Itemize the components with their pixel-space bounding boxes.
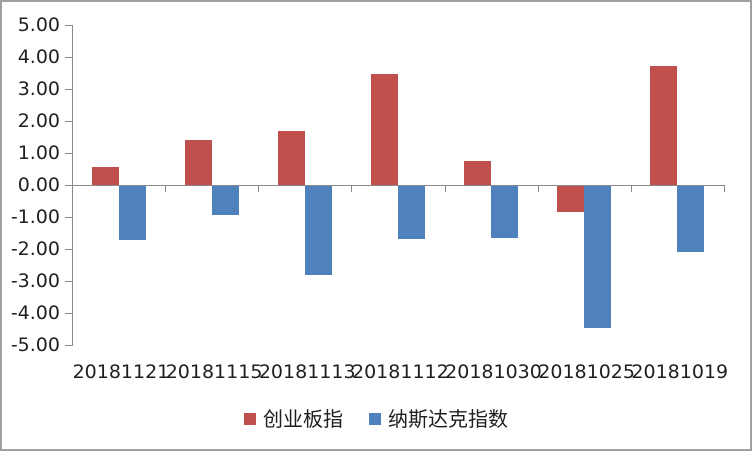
bar-series2-20181019 xyxy=(677,186,705,252)
y-axis-tick-label: 4.00 xyxy=(17,46,60,68)
legend-swatch-icon xyxy=(369,413,381,425)
y-axis-tick xyxy=(65,24,72,26)
x-axis-tick xyxy=(351,185,353,192)
bar-series1-20181030 xyxy=(464,161,492,185)
y-axis-tick xyxy=(65,280,72,282)
bar-series1-20181113 xyxy=(277,130,305,185)
y-axis-tick-label: -5.00 xyxy=(10,334,60,356)
bar-series2-20181025 xyxy=(584,186,612,328)
y-axis-tick-label: 5.00 xyxy=(17,14,60,36)
y-axis-tick-label: 2.00 xyxy=(17,110,60,132)
legend-series-label: 创业板指 xyxy=(263,407,343,431)
legend-series-label: 纳斯达克指数 xyxy=(388,407,508,431)
bar-series2-20181113 xyxy=(304,186,332,275)
bar-series1-20181019 xyxy=(650,65,678,185)
y-axis-tick-label: -4.00 xyxy=(10,302,60,324)
bar-series1-20181115 xyxy=(184,140,212,185)
y-axis-tick-label: -1.00 xyxy=(10,206,60,228)
x-axis-tick xyxy=(444,185,446,192)
y-axis-tick xyxy=(65,152,72,154)
bar-series1-20181112 xyxy=(371,73,398,185)
x-axis-category-label: 20181115 xyxy=(165,361,263,383)
y-axis-tick xyxy=(65,56,72,58)
bar-series2-20181112 xyxy=(398,186,425,239)
x-axis-category-label: 20181030 xyxy=(445,361,542,383)
legend-item-series1: 创业板指 xyxy=(244,407,343,431)
y-axis-tick xyxy=(65,344,72,346)
x-axis-tick xyxy=(630,185,632,192)
y-axis-tick-label: -2.00 xyxy=(10,238,60,260)
x-axis-category-label: 20181019 xyxy=(631,361,729,383)
x-axis-tick xyxy=(72,185,73,192)
bar-series1-20181025 xyxy=(557,186,585,212)
y-axis-tick xyxy=(65,184,72,186)
x-axis-category-label: 20181025 xyxy=(538,361,635,383)
legend-swatch-icon xyxy=(244,413,256,425)
bar-series2-20181121 xyxy=(118,186,146,241)
y-axis-tick xyxy=(65,216,72,218)
x-axis-tick xyxy=(724,185,725,192)
bar-series1-20181121 xyxy=(91,167,119,185)
y-axis-tick-label: 3.00 xyxy=(17,78,60,100)
y-axis-tick-label: 1.00 xyxy=(17,142,60,164)
y-axis-tick xyxy=(65,120,72,122)
x-axis-category-label: 20181113 xyxy=(258,361,356,383)
x-axis-zero-line xyxy=(72,184,725,186)
x-axis-tick xyxy=(258,185,260,192)
y-axis-tick xyxy=(65,312,72,314)
bar-series2-20181115 xyxy=(211,186,239,215)
x-axis-tick xyxy=(537,185,539,192)
legend-item-series2: 纳斯达克指数 xyxy=(369,407,508,431)
bar-series2-20181030 xyxy=(491,186,519,239)
y-axis-tick xyxy=(65,88,72,90)
y-axis-tick xyxy=(65,248,72,250)
x-axis-category-label: 20181121 xyxy=(72,361,170,383)
x-axis-category-label: 20181112 xyxy=(352,361,449,383)
x-axis-tick xyxy=(165,185,167,192)
legend: 创业板指 纳斯达克指数 xyxy=(2,405,750,433)
y-axis-tick-label: 0.00 xyxy=(17,174,60,196)
y-axis-tick-label: -3.00 xyxy=(10,270,60,292)
